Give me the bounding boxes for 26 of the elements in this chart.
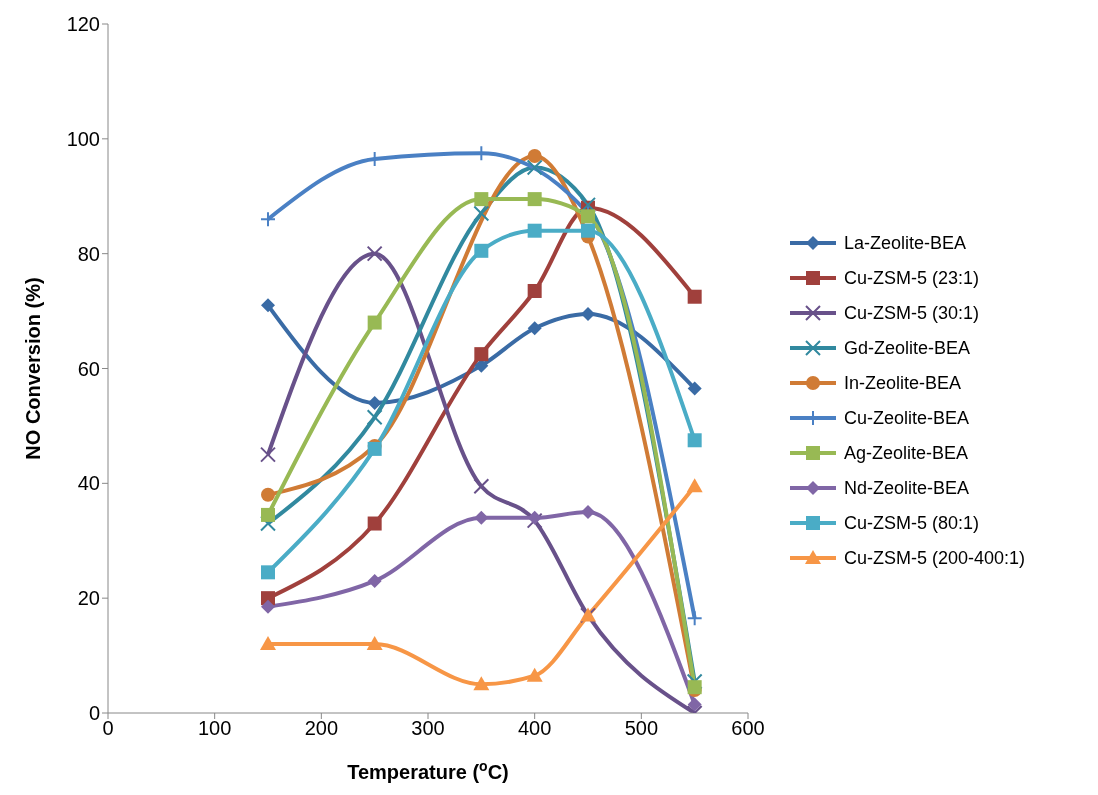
legend-label: Cu-ZSM-5 (200-400:1) — [844, 547, 1026, 569]
x-tick-label: 300 — [411, 717, 445, 740]
x-tick-label: 600 — [731, 717, 765, 740]
legend-label: Cu-Zeolite-BEA — [844, 407, 970, 429]
y-tick-label: 60 — [77, 357, 100, 380]
x-tick-label: 100 — [197, 717, 232, 740]
legend-label: Cu-ZSM-5 (23:1) — [844, 267, 980, 289]
y-tick-label: 100 — [66, 127, 100, 150]
legend-label: Cu-ZSM-5 (30:1) — [844, 302, 980, 324]
y-tick-label: 120 — [66, 13, 100, 36]
legend-label: Nd-Zeolite-BEA — [844, 477, 970, 499]
legend-label: Gd-Zeolite-BEA — [844, 337, 971, 359]
legend-label: Ag-Zeolite-BEA — [844, 442, 969, 464]
x-tick-label: 200 — [304, 717, 339, 740]
legend-label: La-Zeolite-BEA — [844, 232, 967, 254]
y-tick-label: 20 — [77, 587, 100, 610]
x-tick-label: 0 — [102, 717, 114, 740]
y-tick-label: 0 — [88, 702, 100, 725]
legend-label: In-Zeolite-BEA — [844, 372, 962, 394]
y-tick-label: 80 — [77, 242, 100, 265]
y-axis-title: NO Conversion (%) — [22, 277, 44, 460]
y-tick-label: 40 — [77, 472, 100, 495]
x-axis-title: Temperature ($^{o}$C) — [347, 758, 509, 783]
x-tick-label: 500 — [624, 717, 659, 740]
x-tick-label: 400 — [517, 717, 552, 740]
legend-label: Cu-ZSM-5 (80:1) — [844, 512, 980, 534]
